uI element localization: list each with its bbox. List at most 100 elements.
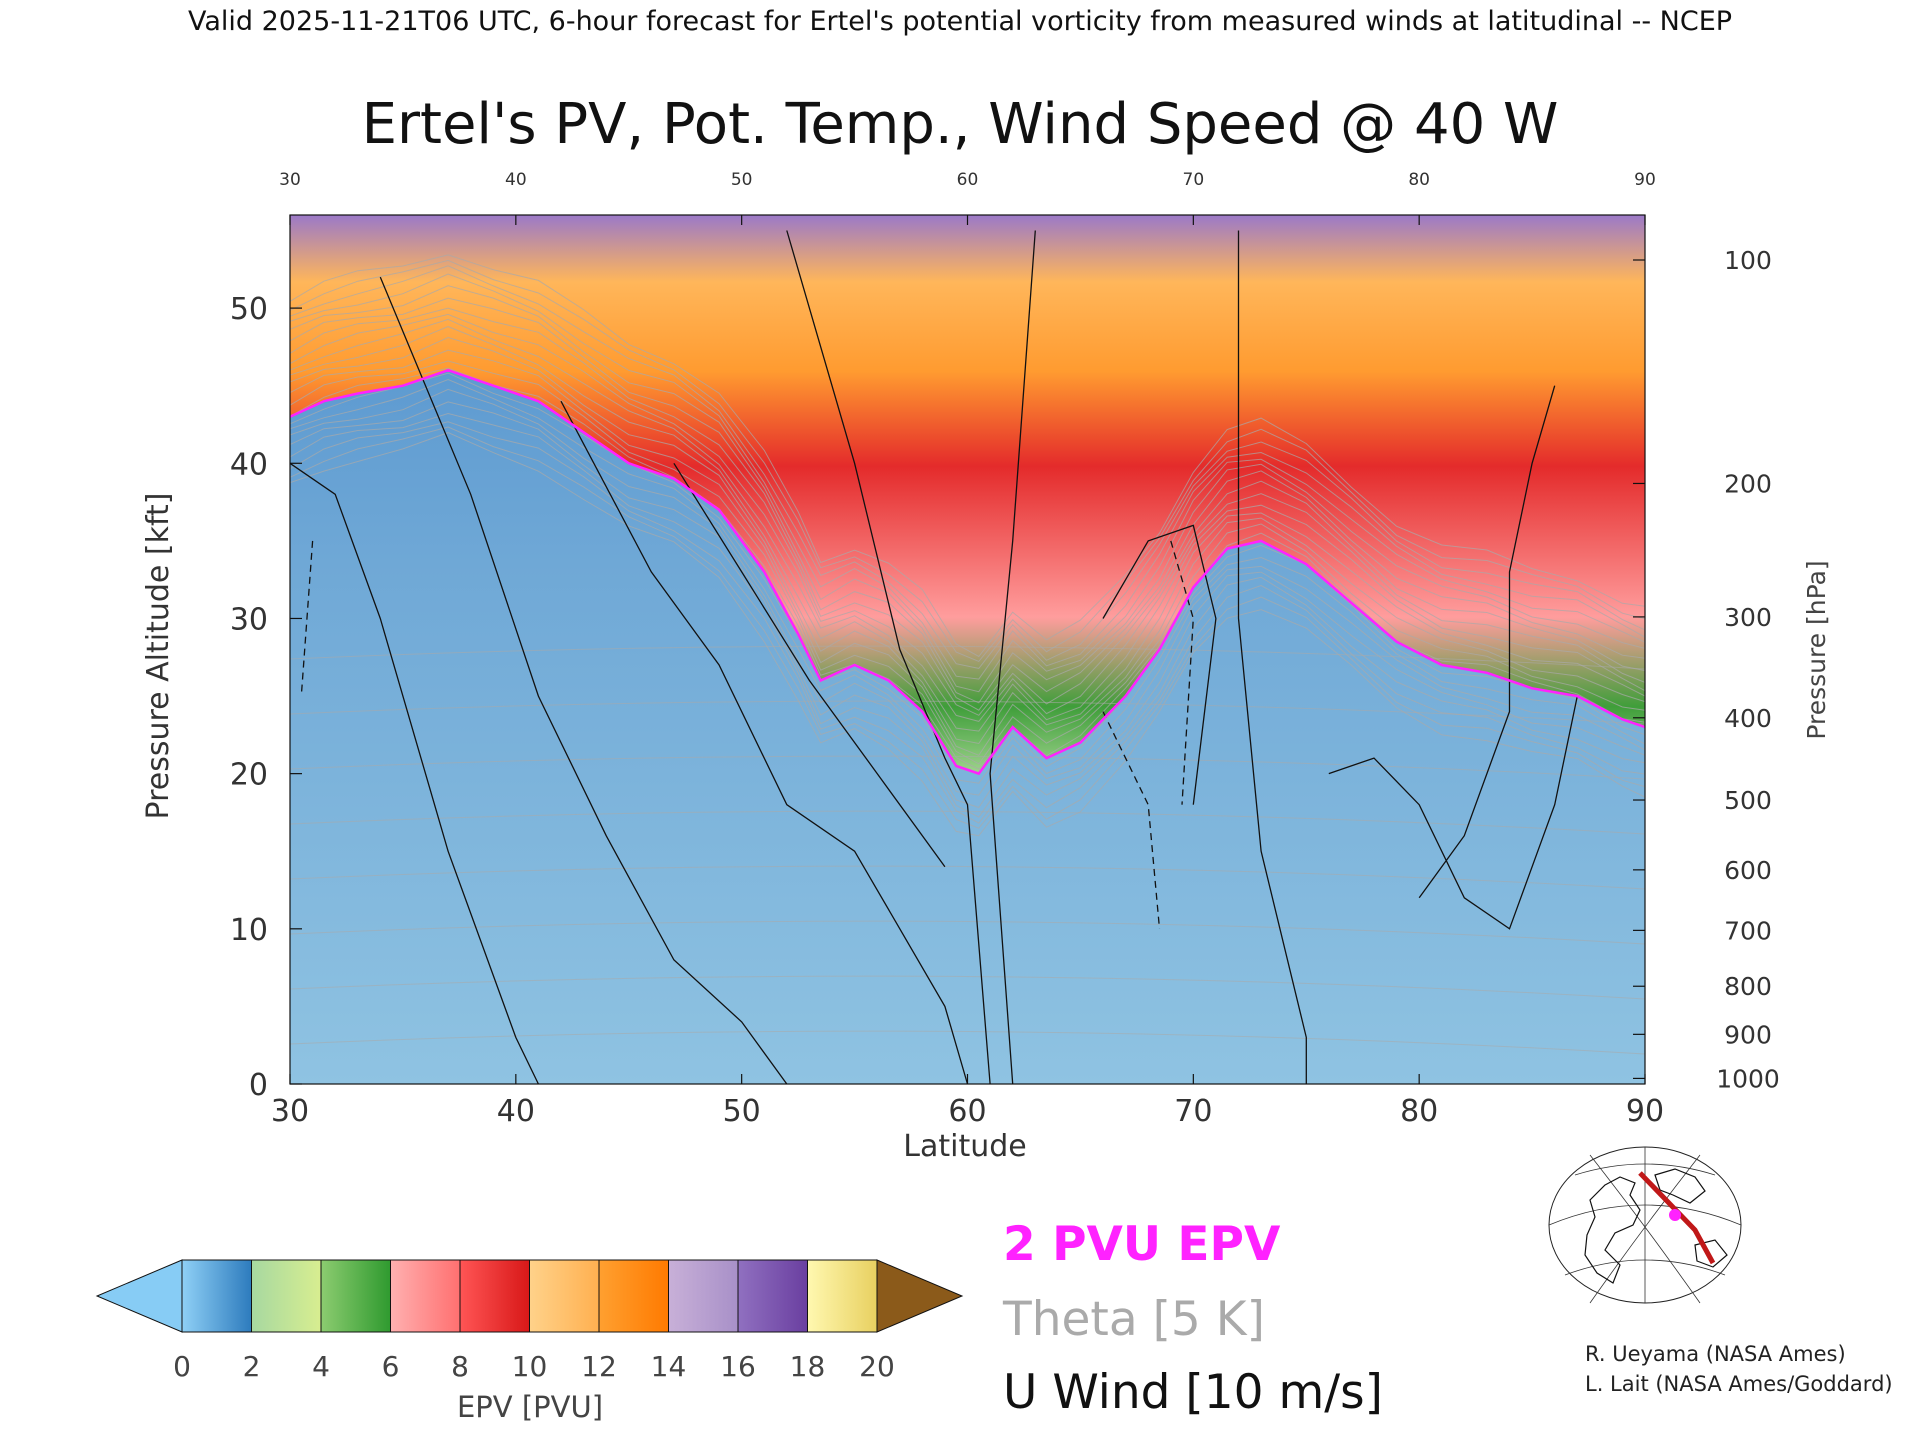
map-marker xyxy=(1669,1209,1681,1221)
theta-contour xyxy=(290,313,1645,716)
wind-contour xyxy=(1328,695,1578,930)
x-axis-label: Latitude xyxy=(903,1129,1026,1164)
colorbar-tick-label: 12 xyxy=(581,1350,617,1383)
colorbar-label: EPV [PVU] xyxy=(457,1390,603,1424)
plot-area xyxy=(290,215,1645,1084)
theta-contour xyxy=(290,645,1645,670)
top-tick-label: 30 xyxy=(279,170,301,190)
x-tick-label: 70 xyxy=(1174,1094,1212,1129)
colorbar-tick-label: 14 xyxy=(651,1350,687,1383)
colorbar-bin xyxy=(251,1259,322,1333)
colorbar-tick-label: 18 xyxy=(790,1350,826,1383)
colorbar-bin xyxy=(598,1259,669,1333)
y-tick-label: 40 xyxy=(230,447,268,482)
legend-pv2: 2 PVU EPV xyxy=(1003,1217,1281,1272)
pressure-tick-label: 400 xyxy=(1724,704,1772,733)
colorbar-bin xyxy=(529,1259,600,1333)
wind-contour xyxy=(989,230,1036,1084)
theta-contour xyxy=(290,318,1645,722)
x-tick-label: 30 xyxy=(271,1094,309,1129)
locator-map xyxy=(1545,1146,1742,1305)
wind-contour xyxy=(1102,524,1217,805)
theta-contour xyxy=(290,426,1645,829)
top-tick-label: 90 xyxy=(1634,170,1656,190)
colorbar-bin xyxy=(459,1259,530,1333)
colorbar-bin xyxy=(807,1259,878,1333)
theta-contour xyxy=(290,975,1645,1000)
y-axis-label: Pressure Altitude [kft] xyxy=(141,493,176,820)
y-tick-label: 0 xyxy=(249,1068,268,1103)
stratosphere-field xyxy=(290,215,1645,774)
pressure-tick-label: 700 xyxy=(1724,916,1772,945)
colorbar-tick-label: 16 xyxy=(720,1350,756,1383)
wind-contour-negative xyxy=(1170,540,1194,805)
pv2-line xyxy=(290,368,1645,776)
top-tick-label: 60 xyxy=(957,170,979,190)
wind-contour xyxy=(290,462,539,1084)
colorbar-tick-label: 0 xyxy=(173,1350,191,1383)
legend-theta: Theta [5 K] xyxy=(1002,1292,1265,1347)
theta-contours xyxy=(290,254,1645,1055)
theta-contour xyxy=(290,273,1645,680)
colorbar-tick-label: 4 xyxy=(312,1350,330,1383)
theta-contour xyxy=(290,378,1645,784)
wind-contour xyxy=(1418,385,1556,899)
top-tick-label: 40 xyxy=(505,170,527,190)
theta-contour xyxy=(290,336,1645,745)
theta-contour xyxy=(290,297,1645,704)
top-tick-label: 50 xyxy=(731,170,753,190)
theta-contour xyxy=(290,755,1645,780)
theta-contour xyxy=(290,421,1645,824)
wind-contour xyxy=(379,276,788,1084)
theta-contour xyxy=(290,865,1645,890)
pressure-tick-label: 100 xyxy=(1724,246,1772,275)
pv2-tropopause xyxy=(290,368,1645,776)
pressure-tick-label: 800 xyxy=(1724,972,1772,1001)
colorbar-over xyxy=(876,1259,964,1333)
y-tick-label: 20 xyxy=(230,758,268,793)
top-tick-label: 70 xyxy=(1183,170,1205,190)
colorbar-bin xyxy=(390,1259,461,1333)
theta-contour xyxy=(290,326,1645,732)
colorbar-bin xyxy=(737,1259,808,1333)
pressure-tick-label: 500 xyxy=(1724,786,1772,815)
theta-contour xyxy=(290,259,1645,663)
x-tick-label: 40 xyxy=(497,1094,535,1129)
colorbar-bin xyxy=(181,1259,252,1333)
pressure-tick-label: 600 xyxy=(1724,856,1772,885)
colorbar: 0 2 4 6 8 10 12 14 16 18 20 xyxy=(95,1259,964,1383)
wind-contour xyxy=(560,400,969,1084)
chart-title: Ertel's PV, Pot. Temp., Wind Speed @ 40 … xyxy=(362,92,1559,157)
wind-contour xyxy=(786,230,991,1084)
credit-1: R. Ueyama (NASA Ames) xyxy=(1585,1342,1846,1366)
theta-contour xyxy=(290,265,1645,669)
theta-contour xyxy=(290,1030,1645,1055)
colorbar-tick-label: 6 xyxy=(382,1350,400,1383)
theta-contour xyxy=(290,254,1645,658)
theta-contour xyxy=(290,700,1645,725)
colorbar-under xyxy=(95,1259,183,1333)
y-tick-label: 50 xyxy=(230,292,268,327)
theta-contour xyxy=(290,285,1645,693)
colorbar-tick-label: 2 xyxy=(243,1350,261,1383)
colorbar-bin xyxy=(320,1259,391,1333)
colorbar-tick-label: 10 xyxy=(512,1350,548,1383)
wind-contour xyxy=(1237,230,1307,1084)
x-tick-label: 60 xyxy=(948,1094,986,1129)
colorbar-bin xyxy=(668,1259,739,1333)
theta-contour xyxy=(290,307,1645,711)
pressure-tick-label: 200 xyxy=(1724,469,1772,498)
pressure-tick-label: 1000 xyxy=(1716,1064,1780,1093)
pressure-tick-label: 900 xyxy=(1724,1020,1772,1049)
header-text: Valid 2025-11-21T06 UTC, 6-hour forecast… xyxy=(188,6,1732,37)
x-tick-label: 90 xyxy=(1626,1094,1664,1129)
wind-contour-negative xyxy=(1102,711,1161,929)
wind-contours xyxy=(290,230,1578,1084)
pressure-tick-label: 300 xyxy=(1724,603,1772,632)
x-tick-label: 50 xyxy=(723,1094,761,1129)
colorbar-tick-label: 20 xyxy=(859,1350,895,1383)
wind-contour-negative xyxy=(300,540,314,697)
y-axis-label-right: Pressure [hPa] xyxy=(1802,560,1831,739)
